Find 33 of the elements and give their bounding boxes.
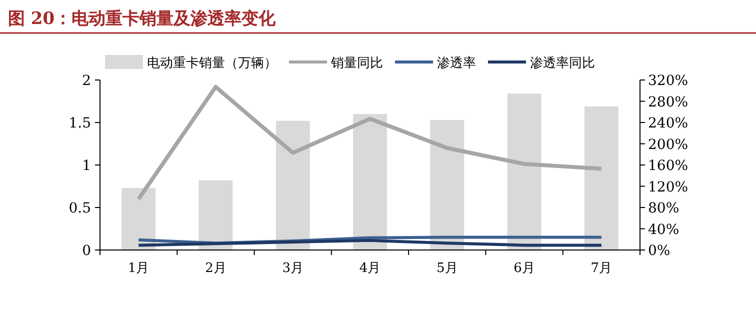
y2-tick-label: 120% [648,179,688,196]
bar [584,106,618,250]
bar [198,180,233,250]
x-tick-label: 5月 [436,261,458,276]
y-tick-label: 2 [82,73,91,89]
legend-label: 渗透率 [437,55,476,71]
bar [430,120,464,250]
y-tick-label: 0.5 [68,200,91,216]
legend-label: 渗透率同比 [530,55,595,71]
legend-label: 销量同比 [330,56,383,71]
bar [353,114,387,250]
y2-tick-label: 80% [648,200,680,216]
y-tick-label: 1.5 [68,116,91,132]
x-tick-label: 1月 [128,261,150,276]
y2-tick-label: 280% [648,94,688,110]
bar [276,120,310,250]
y2-tick-label: 240% [648,116,688,132]
y2-tick-label: 320% [648,73,688,89]
y2-tick-label: 200% [648,136,688,153]
x-tick-label: 2月 [205,261,226,276]
title: 图 20：电动重卡销量及渗透率变化 [8,9,276,29]
legend-label: 电动重卡销量（万辆） [147,56,277,71]
y2-tick-label: 0% [648,243,670,259]
x-tick-label: 4月 [359,261,381,276]
x-tick-label: 7月 [590,261,612,276]
x-tick-label: 3月 [282,261,304,276]
bar [507,94,542,250]
bar [122,188,156,250]
y2-tick-label: 160% [648,158,688,174]
y-tick-label: 0 [82,243,91,259]
y2-tick-label: 40% [648,222,680,238]
y-tick-label: 1 [82,158,91,174]
x-tick-label: 6月 [514,261,535,276]
